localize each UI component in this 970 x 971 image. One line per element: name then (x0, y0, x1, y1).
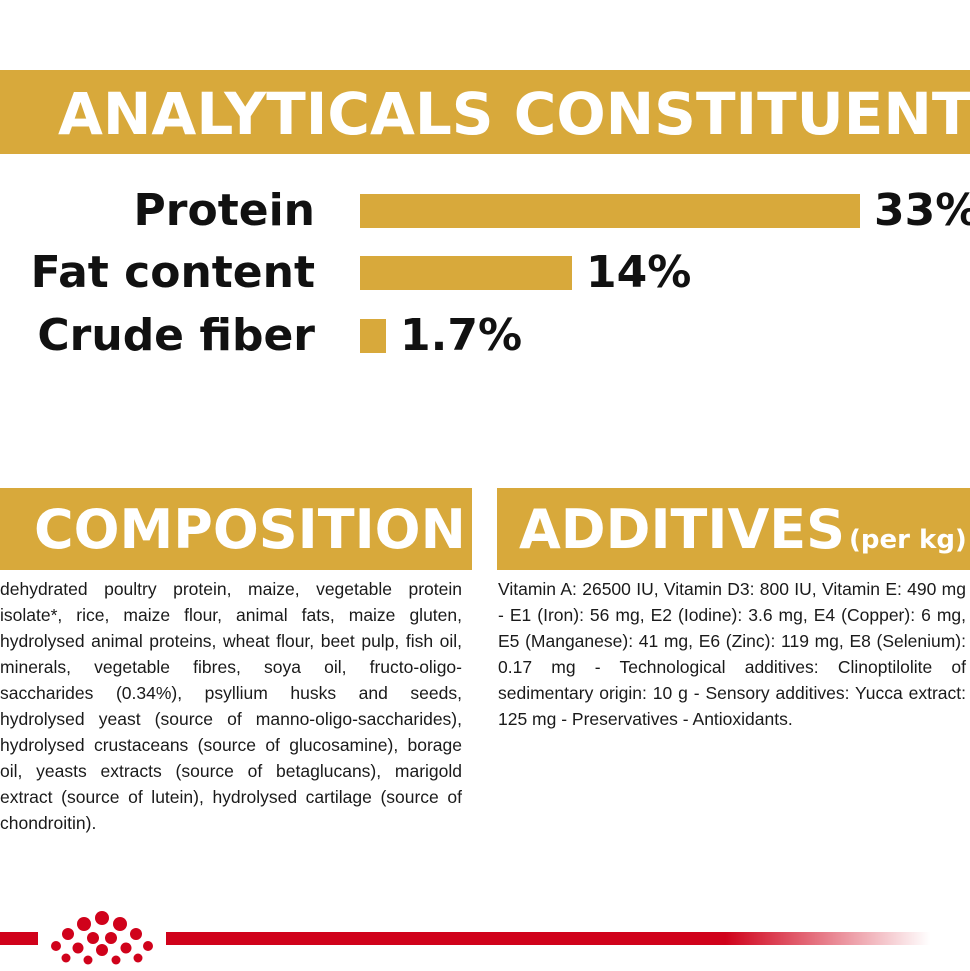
additives-banner: ADDITIVES (per kg) (497, 488, 970, 570)
bar-label-protein: Protein (133, 185, 315, 236)
composition-banner: COMPOSITION (0, 488, 472, 570)
analytics-title: ANALYTICALS CONSTITUENTS (58, 80, 970, 148)
composition-title: COMPOSITION (34, 498, 466, 561)
bar-label-fat-content: Fat content (30, 247, 315, 298)
additives-subtitle: (per kg) (849, 525, 967, 555)
bar-value-fat-content: 14% (586, 247, 692, 298)
additives-text: Vitamin A: 26500 IU, Vitamin D3: 800 IU,… (498, 579, 966, 729)
additives-title: ADDITIVES (519, 498, 846, 561)
analytics-banner: ANALYTICALS CONSTITUENTS (0, 70, 970, 154)
composition-text: dehydrated poultry protein, maize, veget… (0, 579, 462, 833)
crown-icon (51, 911, 153, 965)
bar-protein (360, 194, 860, 228)
bar-fat-content (360, 256, 572, 290)
additives-title-group: ADDITIVES (per kg) (519, 500, 967, 570)
bar-crude-fiber (360, 319, 386, 353)
bar-value-crude-fiber: 1.7% (400, 310, 523, 361)
bar-label-crude-fiber: Crude fiber (37, 310, 315, 361)
bar-value-protein: 33% (874, 185, 970, 236)
footer-red-line (0, 932, 930, 945)
